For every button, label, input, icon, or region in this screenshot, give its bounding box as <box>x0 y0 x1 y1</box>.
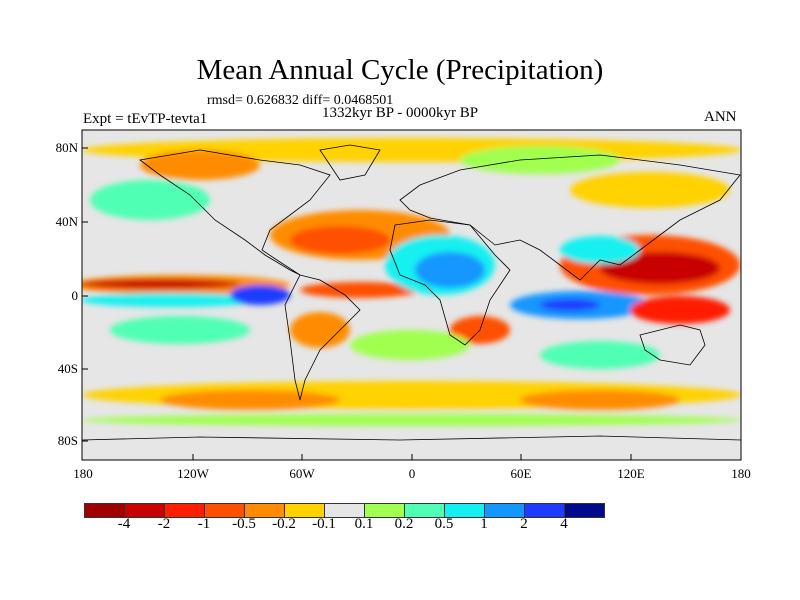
lon-label: 120W <box>177 466 209 481</box>
colorbar-swatch <box>125 504 165 517</box>
colorbar-label: 1 <box>480 516 488 532</box>
contour-fill <box>82 138 741 426</box>
lon-label: 0 <box>408 466 416 481</box>
colorbar-swatch <box>445 504 485 517</box>
coastlines <box>82 144 741 441</box>
lon-label: 120E <box>617 466 645 481</box>
colorbar-swatch <box>525 504 565 517</box>
colorbar-label: -2 <box>157 516 171 532</box>
lat-label: 80S <box>57 433 78 448</box>
colorbar-label: 0.1 <box>354 516 374 532</box>
colorbar-label: -4 <box>117 516 131 532</box>
colorbar-swatch <box>285 504 325 517</box>
lon-label: 180 <box>73 466 93 481</box>
lat-label: 40S <box>57 361 78 376</box>
colorbar-swatch <box>485 504 525 517</box>
colorbar-swatch <box>325 504 365 517</box>
colorbar-label: -0.1 <box>312 516 336 532</box>
colorbar-label: 0.5 <box>434 516 454 532</box>
colorbar-swatch <box>165 504 205 517</box>
season-label: ANN <box>704 109 737 125</box>
lon-label: 180 <box>731 466 751 481</box>
colorbar-swatch <box>245 504 285 517</box>
colorbar-label: -1 <box>197 516 211 532</box>
colorbar-swatch <box>405 504 445 517</box>
colorbar-swatch <box>205 504 245 517</box>
colorbar-label: -0.2 <box>272 516 296 532</box>
colorbar <box>84 503 605 518</box>
stats-text: rmsd= 0.626832 diff= 0.0468501 <box>207 93 394 108</box>
lat-label: 80N <box>55 140 78 155</box>
colorbar-swatch <box>85 504 125 517</box>
colorbar-label: 2 <box>520 516 528 532</box>
plot-title: Mean Annual Cycle (Precipitation) <box>196 54 604 86</box>
colorbar-swatch <box>565 504 604 517</box>
lat-label: 0 <box>71 288 79 303</box>
experiment-label: Expt = tEvTP-tevta1 <box>83 111 208 127</box>
colorbar-label: 0.2 <box>394 516 414 532</box>
colorbar-swatch <box>365 504 405 517</box>
lon-label: 60W <box>289 466 315 481</box>
colorbar-label: -0.5 <box>232 516 256 532</box>
axis-ticks <box>82 147 632 460</box>
lat-label: 40N <box>55 214 78 229</box>
lon-label: 60E <box>510 466 532 481</box>
period-text: 1332kyr BP - 0000kyr BP <box>322 105 479 121</box>
colorbar-label: 4 <box>560 516 568 532</box>
